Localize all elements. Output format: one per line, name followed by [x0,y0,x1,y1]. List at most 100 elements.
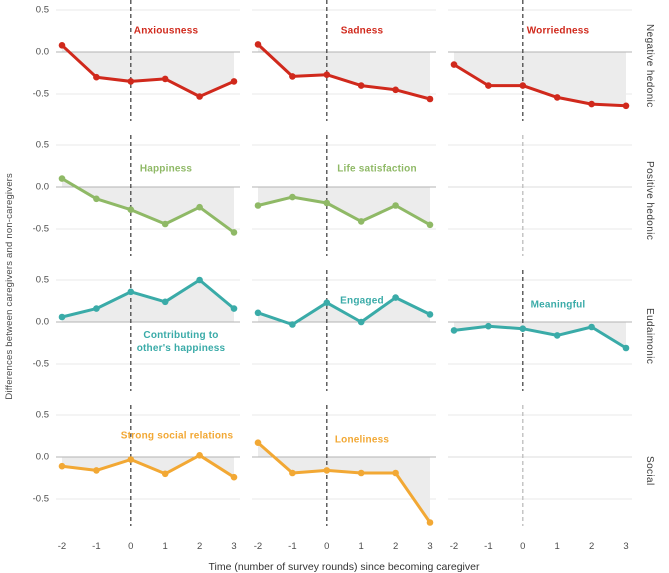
data-point [289,469,296,477]
y-tick-label: 0.0 [35,46,49,58]
panel-meaningful: Meaningful [448,270,632,402]
data-point [254,202,262,209]
panel-contributing-to-other-s-happiness: Contributing to other's happiness [56,270,240,402]
chart-canvas-strong-social-relations [56,405,240,526]
y-tick-label: -0.5 [32,88,49,100]
y-tick-column: 0.5 0.0 -0.5 [18,270,56,402]
data-point [254,309,262,317]
x-tick-label: 1 [554,541,560,552]
area-fill [62,45,234,97]
data-point [426,519,434,526]
panel-sadness: Sadness [252,0,436,132]
trend-line [256,441,432,524]
y-tick-label: -0.5 [32,223,49,235]
x-tick-label: 1 [358,541,364,552]
panel-empty [448,405,632,537]
data-point [622,344,630,352]
panel-title-contributing-to-other-s-happiness: Contributing to other's happiness [136,330,226,354]
chart-row-negative-hedonic: 0.5 0.0 -0.5 Anxiousness Sadness Worriedness N… [18,0,669,132]
data-point [392,86,399,94]
data-points [254,193,434,229]
chart-grid-area: 0.5 0.0 -0.5 Anxiousness Sadness Worriedness N… [18,0,669,573]
x-tick-label: -2 [449,541,459,552]
data-point [230,473,238,481]
data-points [450,322,630,352]
data-point [196,276,203,284]
area-fill [62,178,234,233]
x-tick-label: -2 [253,541,263,552]
chart-canvas-empty [448,405,632,526]
row-label-column: Negative hedonic [644,0,664,132]
y-tick-label: -0.5 [32,358,49,370]
data-point [323,299,331,306]
data-point [357,469,365,477]
panel-life-satisfaction: Life satisfaction [252,135,436,267]
chart-canvas-empty [448,135,632,256]
data-point [357,318,365,326]
panel-loneliness: Loneliness [252,405,436,537]
data-point [127,78,135,85]
data-point [127,288,135,296]
data-point [196,452,203,459]
trend-line [256,195,432,227]
y-tick-label: 0.5 [35,139,49,151]
data-point [519,325,527,332]
data-point [93,73,100,81]
x-tick-label: -1 [484,541,493,552]
data-point [161,220,169,228]
trend-line [60,177,236,234]
x-ticks-spacer [18,540,56,554]
data-point [426,311,434,318]
y-tick-label: 0.5 [35,274,49,286]
area-fill [454,52,626,106]
panel-title-anxiousness: Anxiousness [133,25,199,37]
data-point [392,469,399,477]
y-axis-title: Differences between caregivers and non-c… [3,173,15,400]
data-point [553,94,561,101]
x-tick-label: 0 [520,541,526,552]
row-label-eudaimonic: Eudaimonic [644,307,655,365]
data-point [196,203,203,211]
data-point [450,61,458,68]
row-label-social: Social [644,456,655,486]
panel-title-engaged: Engaged [340,295,384,307]
data-point [58,462,66,470]
chart-rows: 0.5 0.0 -0.5 Anxiousness Sadness Worriedness N… [18,0,669,537]
x-tick-slot: -2 -1 0 1 2 3 [252,540,436,554]
y-tick-label: 0.0 [35,316,49,328]
x-tick-slot: -2 -1 0 1 2 3 [448,540,632,554]
data-point [58,42,66,49]
data-points [450,61,630,110]
data-point [93,467,100,474]
data-point [289,73,296,80]
row-label-column: Social [644,405,664,537]
data-point [485,82,492,89]
data-points [254,294,434,328]
area-fill [258,187,430,225]
data-point [588,323,595,331]
data-point [58,313,66,321]
row-label-column: Eudaimonic [644,270,664,402]
data-point [357,82,365,89]
data-points [254,41,434,103]
x-tick-label: 1 [162,541,168,552]
y-tick-label: 0.5 [35,4,49,16]
y-tick-label: 0.0 [35,181,49,193]
x-tick-label: -2 [57,541,67,552]
area-fill [258,44,430,99]
panel-worriedness: Worriedness [448,0,632,132]
chart-canvas-worriedness [448,0,632,121]
data-points [58,452,238,481]
panel-title-loneliness: Loneliness [334,434,390,446]
y-tick-column: 0.5 0.0 -0.5 [18,405,56,537]
data-point [392,202,399,209]
panel-strong-social-relations: Strong social relations [56,405,240,537]
chart-canvas-life-satisfaction [252,135,436,256]
chart-canvas-sadness [252,0,436,121]
chart-row-eudaimonic: 0.5 0.0 -0.5 Contributing to other's happine… [18,270,669,402]
data-point [254,41,262,48]
data-point [392,294,399,301]
panel-engaged: Engaged [252,270,436,402]
chart-canvas-engaged [252,270,436,391]
data-point [254,439,262,446]
